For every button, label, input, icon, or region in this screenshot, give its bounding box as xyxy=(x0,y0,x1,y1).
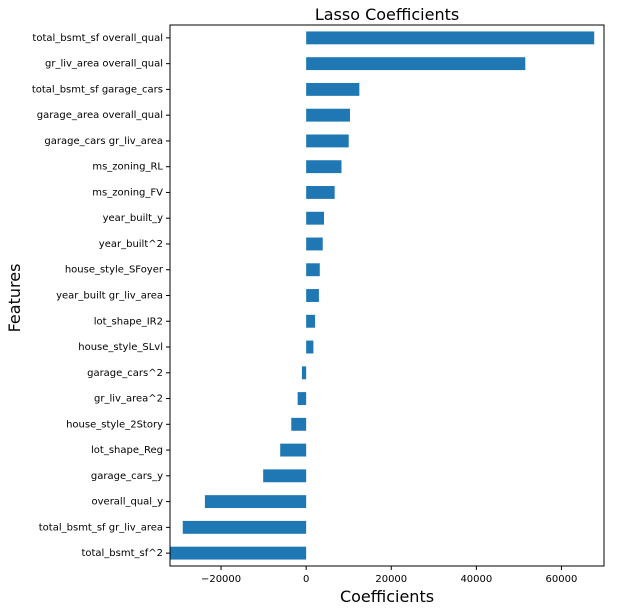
bars-group xyxy=(170,31,595,560)
y-tick-label: ms_zoning_RL xyxy=(92,162,163,173)
bar xyxy=(297,392,307,405)
bar xyxy=(204,495,307,509)
plot-area-frame xyxy=(169,24,605,567)
bar xyxy=(306,289,319,302)
x-tick-label: 20000 xyxy=(375,574,407,585)
bar xyxy=(263,469,307,483)
y-tick-label: year_built gr_liv_area xyxy=(56,291,163,302)
y-tick-label: garage_area overall_qual xyxy=(37,110,163,121)
bar xyxy=(182,520,307,534)
y-tick-label: total_bsmt_sf overall_qual xyxy=(32,33,163,44)
bar xyxy=(306,314,316,328)
x-tick-label: −20000 xyxy=(201,574,241,585)
y-tick-label: year_built^2 xyxy=(99,239,163,250)
y-tick-label: house_style_SLvl xyxy=(78,342,163,353)
y-tick-label: lot_shape_Reg xyxy=(91,445,163,456)
y-tick-label: gr_liv_area overall_qual xyxy=(45,59,163,70)
y-tick-label: gr_liv_area^2 xyxy=(94,394,163,405)
bar xyxy=(301,366,307,380)
bar xyxy=(306,160,342,174)
y-tick-label: ms_zoning_FV xyxy=(92,187,163,198)
bar xyxy=(306,237,323,251)
bar xyxy=(306,134,349,148)
x-tick-label: 40000 xyxy=(460,574,492,585)
y-tick-label: total_bsmt_sf gr_liv_area xyxy=(39,522,163,533)
y-tick-label: garage_cars gr_liv_area xyxy=(44,136,163,147)
y-axis-tick-labels: total_bsmt_sf overall_qual gr_liv_area ov… xyxy=(32,33,170,559)
y-tick-label: lot_shape_IR2 xyxy=(94,316,163,327)
bar xyxy=(306,31,595,45)
bar xyxy=(306,108,350,122)
bar xyxy=(306,211,325,225)
x-axis-label: Coefficients xyxy=(340,587,434,606)
y-tick-label: total_bsmt_sf^2 xyxy=(81,548,163,559)
y-tick-label: house_style_SFoyer xyxy=(65,265,164,276)
bar xyxy=(306,263,320,277)
y-tick-label: total_bsmt_sf garage_cars xyxy=(32,84,163,95)
chart-title: Lasso Coefficients xyxy=(315,5,459,24)
y-axis-label: Features xyxy=(5,264,24,333)
bar xyxy=(280,443,307,457)
y-tick-label: year_built_y xyxy=(103,213,163,224)
bar xyxy=(306,186,335,199)
y-tick-label: garage_cars_y xyxy=(91,471,163,482)
x-tick-label: 60000 xyxy=(546,574,578,585)
y-tick-label: house_style_2Story xyxy=(66,419,163,430)
y-tick-label: garage_cars^2 xyxy=(87,368,163,379)
bar xyxy=(291,417,307,431)
bar xyxy=(306,57,526,71)
x-tick-label: 0 xyxy=(303,574,309,585)
bar xyxy=(170,546,307,560)
bar xyxy=(306,82,360,96)
x-axis-tick-labels: −20000 0 20000 40000 60000 xyxy=(201,566,577,585)
y-tick-label: overall_qual_y xyxy=(92,497,164,508)
bar xyxy=(306,340,314,354)
